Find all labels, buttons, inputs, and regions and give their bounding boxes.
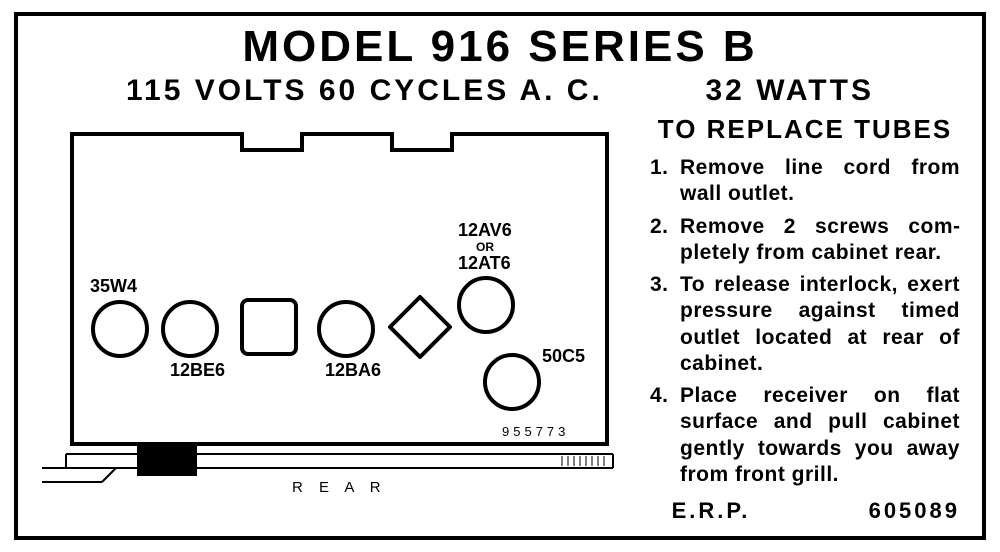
model-title: MODEL 916 SERIES B (18, 22, 982, 72)
instruction-item: 2.Remove 2 screws com­pletely from cabin… (650, 214, 960, 267)
svg-text:12BA6: 12BA6 (325, 360, 381, 380)
svg-text:50C5: 50C5 (542, 346, 585, 366)
tube-layout-diagram: 35W4 12BE6 12BA6 12AV6OR12AT6 50C5 955773 R E … (18, 114, 648, 514)
footer-partno: 605089 (869, 498, 960, 523)
svg-text:OR: OR (476, 240, 494, 254)
instructions-title: TO REPLACE TUBES (650, 114, 960, 145)
spec-watts: 32 WATTS (706, 74, 874, 107)
svg-text:R E A R: R E A R (292, 479, 387, 496)
instruction-text: Remove line cord from wall outlet. (680, 155, 960, 208)
label-card: MODEL 916 SERIES B 115 VOLTS 60 CYCLES A… (14, 12, 986, 540)
footer-erp: E.R.P. (672, 498, 751, 523)
footer-codes: E.R.P. 605089 (672, 498, 960, 524)
instruction-text: Place receiver on flat surface and pull … (680, 383, 960, 488)
instruction-number: 1. (650, 155, 680, 208)
instructions-list: 1.Remove line cord from wall outlet.2.Re… (650, 155, 960, 488)
instruction-text: Remove 2 screws com­pletely from cabinet… (680, 214, 960, 267)
svg-text:12AV6: 12AV6 (458, 220, 512, 240)
svg-text:35W4: 35W4 (90, 276, 137, 296)
instruction-item: 3.To release interlock, exert pressure a… (650, 272, 960, 377)
svg-text:955773: 955773 (502, 424, 569, 439)
instruction-text: To release interlock, exert pressure aga… (680, 272, 960, 377)
instruction-item: 4.Place receiver on flat surface and pul… (650, 383, 960, 488)
spec-line: 115 VOLTS 60 CYCLES A. C. 32 WATTS (18, 74, 982, 108)
svg-text:12BE6: 12BE6 (170, 360, 225, 380)
instructions-panel: TO REPLACE TUBES 1.Remove line cord from… (648, 114, 978, 514)
svg-text:12AT6: 12AT6 (458, 253, 511, 273)
instruction-number: 4. (650, 383, 680, 488)
instruction-number: 3. (650, 272, 680, 377)
instruction-number: 2. (650, 214, 680, 267)
instruction-item: 1.Remove line cord from wall outlet. (650, 155, 960, 208)
spec-volts: 115 VOLTS 60 CYCLES A. C. (126, 74, 603, 107)
